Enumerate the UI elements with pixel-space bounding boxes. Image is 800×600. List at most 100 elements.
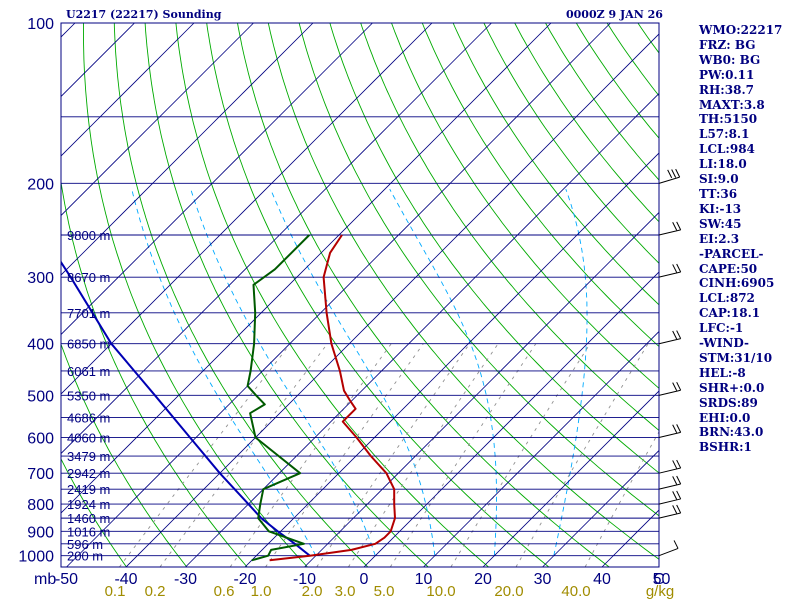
dry-adiabat [298,23,659,517]
wind-barb [658,540,679,557]
height-label: 4060 m [67,431,110,446]
height-label: 2942 m [67,466,110,481]
wind-barb-flag [676,459,682,469]
mixing-ratio-line [389,343,537,567]
moist-adiabat [553,188,588,556]
wind-barb [658,424,682,439]
wind-barb [658,330,682,345]
isotherm [125,33,659,567]
isotherm [61,23,433,395]
index-line: WB0: BG [699,52,761,67]
index-line: BSHR:1 [699,440,752,455]
pressure-tick-label: 300 [27,270,54,287]
wind-barb-staff [658,176,680,184]
pressure-tick-label: 900 [27,524,54,541]
station-title: U2217 (22217) Sounding [66,8,222,21]
height-label: 6061 m [67,364,110,379]
isotherm [363,271,659,567]
x-axis-unit: C [653,571,665,588]
height-label: 1924 m [67,497,110,512]
isotherm [61,23,254,217]
index-line: HEL:-8 [699,365,746,380]
temperature-tick-label: -10 [293,571,316,588]
height-label: 1016 m [67,524,110,539]
dry-adiabat [61,342,188,567]
isotherm [542,449,659,567]
mixing-ratio-label: 3.0 [335,583,356,600]
moist-adiabat [389,188,497,556]
dry-adiabat [391,23,659,389]
dry-adiabat [175,23,489,567]
dry-adiabat [144,23,429,567]
pressure-tick-label: 200 [27,176,54,193]
index-line: LI:18.0 [699,157,747,172]
wind-barb [658,221,682,236]
wind-barb-flag [672,222,678,231]
wind-barb-flag [672,264,678,273]
mixing-ratio-label: 0.1 [105,583,126,600]
isotherm [304,211,659,567]
temperature-tick-label: 10 [415,571,433,588]
mixing-ratio-label: 20.0 [494,583,523,600]
mixing-ratio-label: 1.0 [251,583,272,600]
wind-barb-staff [658,512,681,519]
height-label: 9800 m [67,228,110,243]
wind-barb-staff [658,547,679,557]
wind-barb [658,475,682,490]
isotherm [66,23,611,567]
isotherm [61,23,314,276]
index-line: -PARCEL- [699,246,764,261]
index-line: TT:36 [699,186,738,201]
index-line: -WIND- [699,336,749,351]
wind-barb-flag [676,330,682,339]
wind-barb [658,504,682,519]
wind-barb-staff [658,229,681,236]
wind-barb [658,459,682,474]
wind-barb-staff [658,467,681,474]
isotherm [61,23,373,336]
dry-adiabat [329,23,659,474]
dry-adiabat [483,23,659,264]
index-line: CAP:18.1 [699,306,761,321]
index-line: SHR+:0.0 [699,380,765,395]
mixing-ratio-line [229,343,392,567]
mixing-ratio-line [450,343,591,567]
wind-barb-flag [676,490,682,500]
temperature-tick-label: -20 [233,571,256,588]
index-line: SRDS:89 [699,395,758,410]
isotherm [0,23,16,567]
mixing-ratio-label: 2.0 [302,583,323,600]
wind-barb [658,381,682,396]
wind-barb-flag [676,221,682,231]
index-line: WMO:22217 [699,23,783,37]
isotherm [482,390,659,567]
isotherm [61,23,76,38]
mixing-ratio-label: 0.6 [214,583,235,600]
pressure-tick-label: 100 [27,16,54,33]
wind-barb-flag [676,424,682,433]
wind-barb-staff [658,431,681,439]
wind-barb-flag [672,330,678,340]
index-line: L57:8.1 [699,127,750,142]
height-label: 5350 m [67,388,110,403]
mixing-ratio-line [159,343,328,567]
index-line: MAXT:3.8 [699,97,765,112]
index-line: CAPE:50 [699,261,758,276]
height-label: 8670 m [67,270,110,285]
height-label: 4686 m [67,410,110,425]
wind-barb-flag [672,382,678,391]
wind-barb-flag [672,476,678,485]
wind-barb-flag [672,505,678,514]
dry-adiabat [61,179,248,567]
index-line: BRN:43.0 [699,425,764,440]
mixing-ratio-line [265,343,424,567]
plot-frame [60,22,660,568]
pressure-tick-label: 500 [27,388,54,405]
index-line: STM:31/10 [699,350,773,365]
wind-barb-staff [658,498,681,505]
pressure-tick-label: 700 [27,466,54,483]
index-line: SI:9.0 [699,172,739,187]
y-axis-unit: mb [34,571,56,588]
dry-adiabat [83,23,308,567]
